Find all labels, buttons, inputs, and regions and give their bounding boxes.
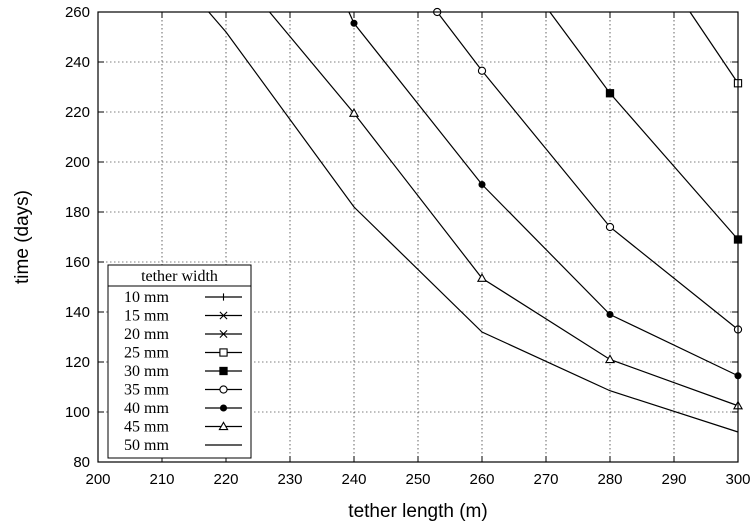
legend-entry-label: 40 mm: [124, 400, 169, 417]
series-layer: [208, 7, 744, 433]
series-25-mm: [689, 11, 743, 88]
legend-entry-label: 50 mm: [124, 437, 169, 454]
legend-entry: 30 mm: [124, 363, 242, 380]
legend-entry: 20 mm: [124, 326, 242, 343]
series-40-mm: [348, 11, 742, 380]
data-point: [605, 89, 615, 98]
series-35-mm: [433, 7, 743, 334]
x-tick-label: 230: [277, 471, 302, 488]
legend-entry-label: 20 mm: [124, 326, 169, 343]
x-tick-label: 260: [469, 471, 494, 488]
series-line: [689, 11, 739, 84]
series-line: [269, 11, 739, 407]
legend-entry: 40 mm: [124, 400, 242, 417]
x-axis-label: tether length (m): [348, 501, 487, 522]
y-tick-label: 220: [65, 104, 90, 121]
legend-swatch-marker: [219, 311, 228, 320]
series-50-mm: [208, 11, 739, 433]
x-tick-label: 280: [597, 471, 622, 488]
x-tick-label: 210: [149, 471, 174, 488]
legend-entry-label: 30 mm: [124, 363, 169, 380]
legend-entry-label: 35 mm: [124, 382, 169, 399]
y-tick-label: 120: [65, 354, 90, 371]
data-point: [478, 180, 486, 189]
x-tick-label: 240: [341, 471, 366, 488]
legend-entry: 10 mm: [124, 289, 242, 306]
series-45-mm: [269, 11, 744, 410]
legend-entry: 45 mm: [124, 419, 242, 436]
legend-swatch-marker: [218, 421, 229, 431]
series-line: [549, 11, 739, 240]
x-tick-label: 250: [405, 471, 430, 488]
legend-entry-label: 25 mm: [124, 345, 169, 362]
x-tick-label: 300: [725, 471, 750, 488]
legend-swatch-marker: [219, 330, 228, 338]
legend-swatch-marker: [219, 348, 228, 357]
y-axis-label: time (days): [12, 190, 33, 284]
x-tick-label: 270: [533, 471, 558, 488]
x-tick-label: 200: [85, 471, 110, 488]
ticks: 200 210 220 230 240 250 260 270 280 290 300 80 100 12…: [65, 4, 751, 488]
y-tick-label: 200: [65, 154, 90, 171]
grid: [98, 12, 738, 462]
data-point: [350, 19, 358, 27]
data-point: [476, 273, 488, 282]
legend-title: tether width: [141, 268, 218, 285]
x-tick-label: 220: [213, 471, 238, 488]
series-line: [436, 11, 739, 330]
x-tick-label: 290: [661, 471, 686, 488]
series-line: [208, 11, 739, 433]
y-tick-label: 140: [65, 304, 90, 321]
data-point: [348, 108, 360, 117]
legend-swatch-marker: [219, 293, 228, 301]
y-tick-label: 180: [65, 204, 90, 221]
y-tick-label: 80: [73, 454, 90, 471]
legend-entry-label: 45 mm: [124, 419, 169, 436]
legend-entry: 15 mm: [124, 308, 242, 325]
series-line: [348, 11, 739, 377]
legend-entry-label: 10 mm: [124, 289, 169, 306]
data-point: [606, 310, 614, 319]
legend-swatch-marker: [219, 404, 228, 412]
y-tick-label: 260: [65, 4, 90, 21]
legend-entry: 35 mm: [124, 382, 242, 399]
legend-entry: 50 mm: [124, 437, 242, 454]
legend-entry: 25 mm: [124, 345, 242, 362]
y-tick-label: 240: [65, 54, 90, 71]
legend-entry-label: 15 mm: [124, 308, 169, 325]
y-tick-label: 100: [65, 404, 90, 421]
data-point: [477, 66, 487, 75]
legend-swatch-marker: [219, 385, 228, 394]
data-point: [604, 354, 616, 364]
legend-swatch-marker: [219, 366, 228, 376]
data-point: [605, 222, 615, 232]
y-tick-label: 160: [65, 254, 90, 271]
